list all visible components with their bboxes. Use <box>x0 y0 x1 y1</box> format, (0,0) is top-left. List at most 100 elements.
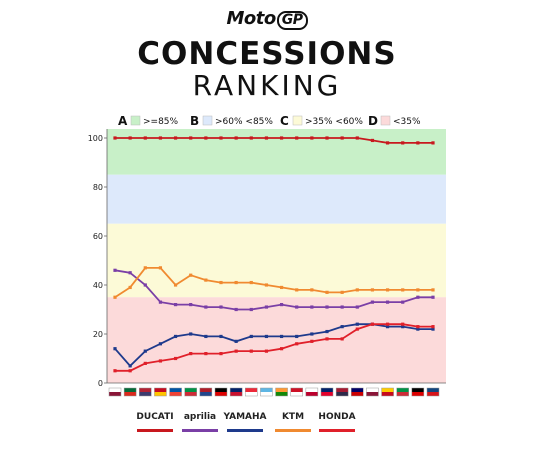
point-ducati <box>279 136 284 140</box>
point-honda <box>143 361 147 365</box>
point-aprilia <box>113 268 117 272</box>
point-yamaha <box>219 334 223 339</box>
point-ktm <box>370 288 375 292</box>
y-tick-label: 80 <box>93 183 103 192</box>
y-tick-label: 20 <box>93 330 103 339</box>
point-aprilia <box>295 305 299 309</box>
point-ducati <box>249 136 253 140</box>
point-ktm <box>325 290 329 294</box>
point-honda <box>370 322 375 326</box>
flag-icon <box>260 387 273 397</box>
point-aprilia <box>355 305 359 309</box>
point-ktm <box>401 288 405 292</box>
point-honda <box>340 337 344 341</box>
legend-label-a: >=85% <box>143 117 179 127</box>
title-line-1: CONCESSIONS <box>137 36 397 72</box>
point-aprilia <box>370 300 375 304</box>
brand-yamaha: YAMAHA <box>220 408 270 432</box>
y-tick-label: 60 <box>93 232 103 241</box>
point-honda <box>113 369 117 373</box>
point-ducati <box>310 136 314 140</box>
series-line-ktm <box>114 266 433 299</box>
point-aprilia <box>234 307 238 312</box>
point-aprilia <box>158 300 163 304</box>
point-ktm <box>204 278 208 282</box>
band-c <box>107 223 446 298</box>
flag-icon <box>245 387 258 397</box>
point-honda <box>249 349 253 353</box>
point-yamaha <box>249 334 253 339</box>
point-aprilia <box>310 305 314 309</box>
flag-icon <box>108 387 122 397</box>
flag-icon <box>366 387 379 397</box>
point-ducati <box>340 136 344 140</box>
brand-ducati: DUCATI <box>130 408 180 432</box>
brand-honda: HONDA <box>312 408 362 432</box>
point-ducati <box>113 136 117 140</box>
brand-color-bar <box>137 429 173 432</box>
y-tick-label: 100 <box>88 134 103 143</box>
point-ktm <box>279 285 284 290</box>
point-ducati <box>355 136 359 140</box>
point-honda <box>264 349 269 353</box>
series-lines <box>113 136 435 373</box>
legend-swatch-b <box>202 115 213 126</box>
brand-color-bar <box>227 429 263 432</box>
point-aprilia <box>249 307 253 312</box>
point-ktm <box>128 285 132 290</box>
flag-icon <box>335 387 349 397</box>
point-aprilia <box>143 283 147 287</box>
band-d <box>107 297 446 383</box>
flag-icon <box>214 387 228 397</box>
point-aprilia <box>173 303 178 307</box>
point-ducati <box>158 136 163 140</box>
point-aprilia <box>279 303 284 307</box>
aprilia-logo-icon: aprilia <box>183 412 217 422</box>
flag-icon <box>305 387 319 397</box>
point-ktm <box>431 288 435 292</box>
point-honda <box>158 359 163 363</box>
point-ducati <box>234 136 238 140</box>
legend-swatch-a <box>130 115 141 126</box>
ktm-logo-icon: KTM <box>281 412 305 422</box>
band-backgrounds <box>107 129 446 383</box>
point-yamaha <box>173 334 178 339</box>
point-honda <box>128 369 132 373</box>
flag-icon <box>154 387 167 397</box>
point-honda <box>431 325 435 329</box>
point-ktm <box>385 288 390 292</box>
brand-ktm: KTM <box>268 408 318 432</box>
flag-icon <box>381 387 394 397</box>
flag-icon <box>320 387 334 397</box>
point-aprilia <box>431 295 435 299</box>
point-ducati <box>204 136 208 140</box>
point-ducati <box>370 138 375 143</box>
point-ducati <box>431 141 435 145</box>
legend-label-c: >35% <60% <box>305 117 363 127</box>
point-honda <box>204 352 208 356</box>
point-ducati <box>416 141 420 145</box>
point-honda <box>189 352 193 356</box>
point-yamaha <box>204 334 208 339</box>
point-aprilia <box>340 305 344 309</box>
flag-icon <box>290 387 303 397</box>
point-ktm <box>295 288 299 292</box>
point-ktm <box>249 280 253 285</box>
point-yamaha <box>128 364 132 368</box>
point-aprilia <box>189 303 193 307</box>
point-ducati <box>128 136 132 140</box>
point-yamaha <box>113 347 117 351</box>
point-honda <box>325 337 329 341</box>
point-ducati <box>219 136 223 140</box>
y-axis: 0 20 40 60 80 100 <box>88 129 446 388</box>
point-yamaha <box>295 334 299 339</box>
point-ducati <box>264 136 269 140</box>
point-aprilia <box>385 300 390 304</box>
title-line-2: RANKING <box>192 69 342 102</box>
series-line-yamaha <box>114 323 433 368</box>
point-ktm <box>113 295 117 299</box>
y-tick-label: 40 <box>93 281 103 290</box>
point-ktm <box>340 290 344 294</box>
flag-icon <box>275 387 288 397</box>
